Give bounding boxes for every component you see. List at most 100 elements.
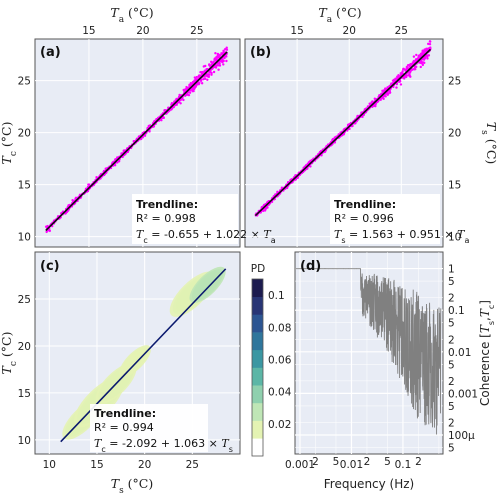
left-tick-label: 25 (18, 76, 31, 88)
scatter-point (223, 48, 227, 51)
scatter-point (188, 91, 192, 94)
scatter-point (204, 64, 207, 68)
colorbar-tick-label: 0.1 (268, 290, 285, 302)
panel-c-bottom-axis-label: Ts (°C) (111, 476, 154, 496)
top-tick-label: 20 (343, 25, 356, 37)
scatter-point (356, 114, 359, 118)
scatter-point (206, 78, 209, 81)
colorbar-segment (252, 420, 263, 439)
scatter-point (408, 74, 411, 77)
right-minor-tick-label: 2 (448, 417, 455, 429)
scatter-point (210, 71, 213, 75)
right-minor-tick-label: 2 (448, 293, 455, 305)
bottom-minor-tick-label: 2 (415, 456, 422, 468)
scatter-point (193, 76, 197, 79)
right-minor-tick-label: 2 (448, 376, 455, 388)
scatter-point (213, 58, 216, 61)
panel-b-annotation-r2: R² = 0.996 (334, 212, 394, 225)
scatter-point (396, 75, 399, 78)
scatter-point (214, 52, 217, 55)
top-tick-label: 15 (82, 25, 95, 37)
bottom-tick-label: 0.001 (285, 459, 315, 471)
colorbar-tick-label: 0.04 (268, 387, 292, 399)
right-minor-tick-label: 5 (448, 276, 455, 288)
scatter-point (179, 102, 182, 105)
scatter-point (426, 57, 429, 60)
panel-a-annotation: Trendline: R² = 0.998 Tc = -0.655 + 1.02… (132, 194, 276, 245)
left-tick-label: 10 (18, 435, 31, 447)
colorbar-frame (251, 278, 264, 457)
scatter-point (194, 78, 198, 81)
panel-b-annotation: Trendline: R² = 0.996 Ts = 1.563 + 0.951… (330, 194, 469, 245)
scatter-point (378, 94, 381, 97)
scatter-point (402, 67, 405, 70)
scatter-point (413, 65, 417, 68)
scatter-point (214, 65, 217, 69)
top-tick-label: 15 (290, 25, 303, 37)
top-tick-label: 25 (395, 25, 408, 37)
scatter-point (184, 94, 187, 97)
scatter-point (399, 72, 402, 75)
bottom-tick-label: 20 (138, 459, 151, 471)
scatter-point (402, 75, 406, 79)
scatter-point (212, 70, 216, 74)
scatter-point (424, 49, 427, 53)
panel-b-top-axis-label: Ta (°C) (318, 5, 361, 25)
right-tick-label: 100μ (448, 430, 475, 442)
scatter-point (422, 58, 425, 61)
right-minor-tick-label: 5 (448, 443, 455, 455)
left-tick-label: 10 (18, 232, 31, 244)
panel-a-annotation-r2: R² = 0.998 (136, 212, 196, 225)
right-minor-tick-label: 5 (448, 318, 455, 330)
scatter-point (425, 54, 429, 57)
scatter-point (71, 199, 74, 202)
scatter-point (205, 67, 208, 71)
bottom-minor-tick-label: 5 (333, 456, 340, 468)
right-tick-label: 0.001 (448, 388, 478, 400)
colorbar-segment (252, 279, 263, 297)
bottom-tick-label: 25 (186, 459, 199, 471)
colorbar (251, 278, 264, 457)
scatter-point (401, 70, 404, 73)
scatter-point (414, 58, 418, 61)
scatter-point (391, 79, 395, 82)
scatter-point (105, 167, 108, 170)
scatter-point (191, 88, 194, 91)
scatter-point (428, 42, 432, 46)
panel-b-trendline-group (254, 48, 432, 217)
scatter-point (412, 55, 416, 58)
scatter-point (203, 77, 207, 81)
scatter-point (426, 48, 429, 51)
right-tick-label: 15 (448, 180, 461, 192)
scatter-point (45, 230, 48, 234)
scatter-point (195, 75, 199, 79)
scatter-point (200, 82, 204, 85)
scatter-point (218, 62, 221, 65)
scatter-point (203, 69, 206, 72)
scatter-point (198, 81, 201, 84)
right-tick-label: 10 (448, 232, 461, 244)
trendline (254, 48, 432, 217)
panel-c-annotation: Trendline: R² = 0.994 Tc = -2.092 + 1.06… (90, 404, 233, 454)
left-tick-label: 15 (18, 388, 31, 400)
scatter-point (418, 54, 422, 57)
panel-c-annotation-equation: Tc = -2.092 + 1.063 × Ts (94, 437, 233, 454)
left-tick-label: 25 (18, 294, 31, 306)
panel-b-annotation-equation: Ts = 1.563 + 0.951 × Ta (334, 228, 469, 245)
scatter-point (408, 64, 411, 68)
colorbar-title: PD (251, 263, 265, 275)
scatter-point (413, 68, 416, 71)
bottom-tick-label: 15 (90, 459, 103, 471)
scatter-point (87, 183, 90, 186)
bottom-minor-tick-label: 2 (364, 456, 371, 468)
panel-d-coherence-line-group (295, 268, 442, 435)
colorbar-segment (252, 296, 263, 315)
scatter-point (225, 46, 228, 49)
scatter-point (147, 124, 151, 128)
scatter-point (212, 60, 215, 63)
top-tick-label: 20 (136, 25, 149, 37)
panel-c-trendline-group (60, 268, 227, 443)
trendline (60, 268, 227, 443)
density-contour (189, 266, 226, 303)
scatter-point (221, 52, 224, 56)
